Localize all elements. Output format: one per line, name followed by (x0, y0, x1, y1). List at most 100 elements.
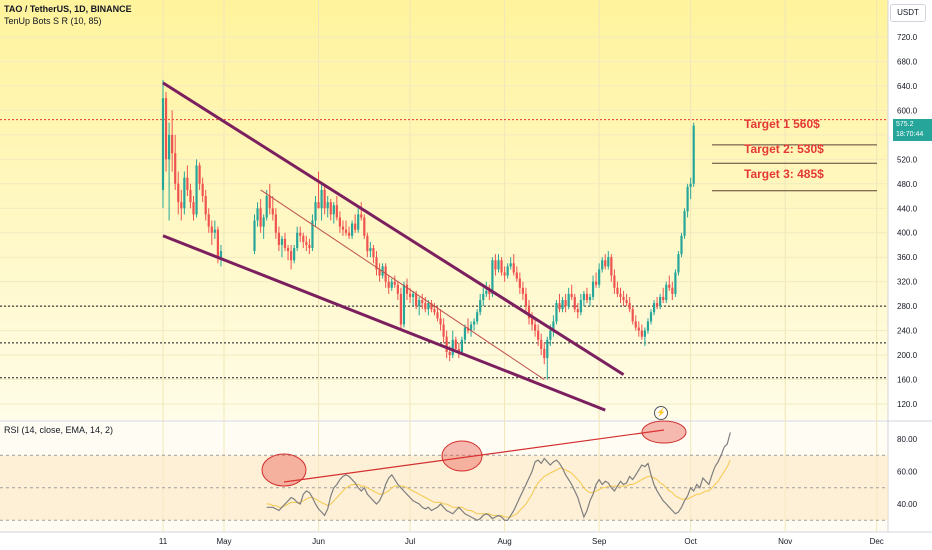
candle-body (476, 312, 479, 322)
candle-body (186, 177, 189, 190)
candle-body (622, 296, 625, 301)
candle-body (652, 303, 656, 313)
y-tick-label: 280.0 (897, 302, 918, 311)
candle-body (433, 309, 436, 313)
candle-body (558, 303, 561, 310)
candle-body (494, 260, 497, 270)
candle-body (357, 214, 360, 230)
candle-body (277, 232, 280, 245)
y-tick-label: 640.0 (897, 82, 918, 91)
candle-body (317, 202, 320, 209)
price-axis-background (888, 0, 932, 532)
candle-body (585, 293, 589, 301)
candle-body (564, 300, 567, 307)
candle-body (567, 293, 570, 307)
lightning-icon[interactable]: ⚡ (654, 406, 668, 420)
candle-body (485, 290, 488, 294)
candle-body (341, 226, 345, 230)
candle-body (527, 306, 531, 319)
candle-body (683, 211, 686, 236)
x-tick-label: May (216, 537, 231, 546)
y-tick-label: 200.0 (897, 351, 918, 360)
target-3-label: Target 3: 485$ (744, 167, 824, 181)
candle-body (689, 183, 692, 187)
candle-body (671, 287, 674, 294)
y-tick-label: 160.0 (897, 376, 918, 385)
candle-body (503, 272, 506, 276)
candle-body (366, 235, 369, 252)
candle-body (396, 284, 399, 294)
candle-body (521, 287, 524, 294)
candle-body (454, 339, 457, 349)
target-1-label: Target 1 560$ (744, 117, 820, 131)
candle-body (634, 321, 637, 328)
candle-body (582, 293, 585, 301)
candle-body (210, 226, 213, 233)
candle-body (427, 303, 430, 310)
rsi-y-tick-label: 80.00 (897, 435, 918, 444)
candle-body (286, 248, 290, 252)
candle-body (408, 293, 412, 297)
candle-body (561, 300, 564, 310)
candle-body (393, 281, 396, 285)
candle-body (643, 330, 646, 337)
candle-body (180, 202, 183, 209)
candle-body (625, 300, 628, 304)
candle-body (387, 281, 390, 288)
candle-body (573, 296, 576, 310)
candle-body (308, 244, 311, 249)
candle-body (491, 260, 494, 294)
candle-body (451, 339, 454, 356)
x-tick-label: Jul (405, 537, 415, 546)
chart-title[interactable]: TAO / TetherUS, 1D, BINANCE (4, 4, 132, 14)
candle-body (360, 214, 363, 218)
candle-body (274, 214, 277, 233)
x-tick-label: 11 (159, 537, 168, 546)
rsi-indicator-label[interactable]: RSI (14, close, EMA, 14, 2) (4, 425, 114, 435)
candle-body (201, 183, 204, 197)
candle-body (656, 303, 659, 307)
candle-body (488, 290, 491, 294)
candle-body (469, 324, 473, 331)
candle-body (509, 263, 512, 267)
candle-body (576, 309, 579, 313)
candle-body (405, 284, 409, 294)
candle-body (463, 327, 467, 340)
candle-body (665, 284, 668, 301)
channel-lower-line (162, 234, 606, 412)
candle-body (460, 339, 463, 353)
candle-body (604, 260, 607, 267)
last-price-value: 575.2 (896, 121, 914, 128)
rsi-highlight-circle (261, 453, 307, 487)
candle-body (164, 98, 168, 160)
candle-body (588, 296, 592, 301)
x-tick-label: Dec (870, 537, 884, 546)
candle-body (591, 281, 595, 297)
candle-body (439, 318, 442, 325)
candle-body (686, 186, 689, 212)
indicator-label[interactable]: TenUp Bots S R (10, 85) (4, 16, 102, 26)
candle-body (399, 293, 402, 325)
candle-body (448, 352, 451, 356)
candle-body (253, 220, 256, 252)
currency-button[interactable]: USDT (890, 4, 926, 22)
candle-body (299, 232, 302, 236)
candle-body (268, 196, 271, 209)
candle-body (457, 348, 460, 353)
y-tick-label: 120.0 (897, 400, 918, 409)
y-tick-label: 600.0 (897, 106, 918, 115)
candle-body (161, 98, 165, 190)
candle-body (183, 177, 186, 209)
target-2-label: Target 2: 530$ (744, 142, 824, 156)
candle-body (305, 241, 308, 245)
candle-body (363, 217, 366, 236)
candle-body (610, 257, 613, 276)
candle-body (537, 330, 540, 340)
candle-body (354, 223, 357, 230)
candle-body (344, 229, 348, 233)
candle-body (631, 309, 634, 322)
candle-body (351, 223, 354, 236)
rsi-y-tick-label: 60.00 (897, 468, 918, 477)
candle-body (598, 269, 601, 285)
